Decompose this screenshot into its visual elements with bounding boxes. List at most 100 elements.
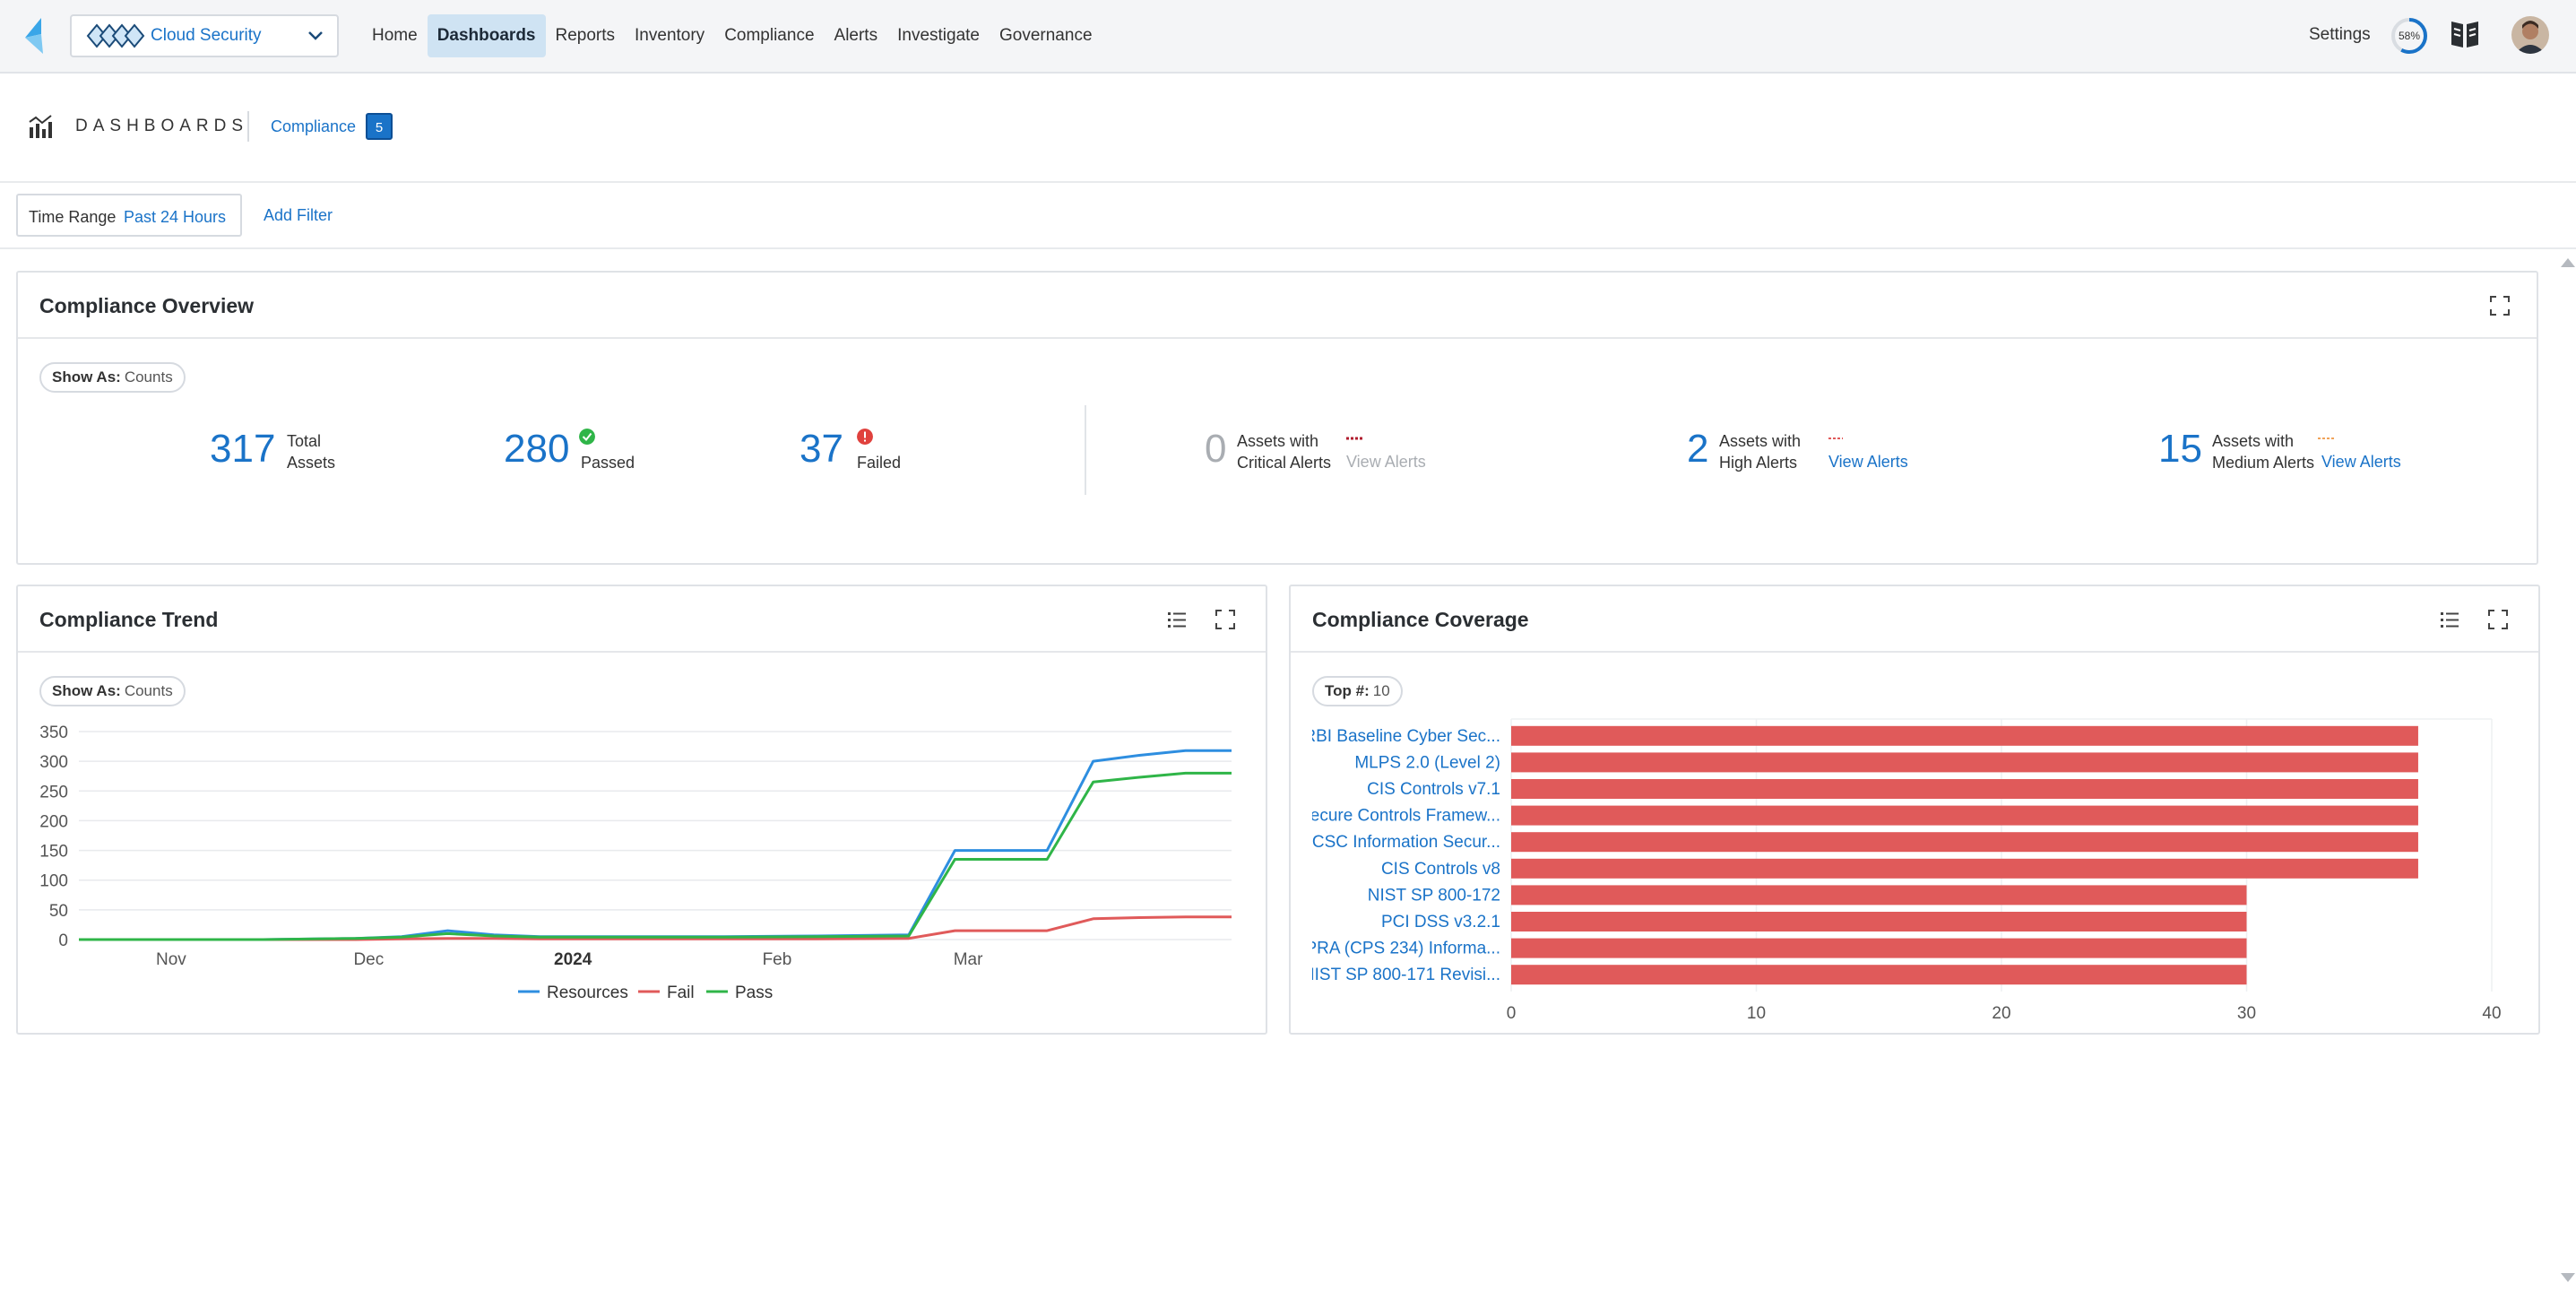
add-filter-link[interactable]: Add Filter [264,206,333,224]
y-tick-label: 0 [58,931,68,950]
category-label[interactable]: ecure Controls Framew... [1310,807,1500,826]
scroll-down-arrow-icon[interactable] [2561,1273,2575,1282]
top-n-value: 10 [1372,682,1390,699]
product-selector[interactable]: Cloud Security [70,14,339,57]
x-tick-label: 0 [1507,1004,1517,1023]
compliance-trend-chart[interactable]: 0 50 100 150 200 250 300 350 Nov Dec 2024 Feb Mar Res… [18,719,1255,1024]
list-view-icon[interactable] [2438,608,2461,631]
failed-label: Failed [857,454,902,472]
medium-view-alerts-link[interactable]: View Alerts [2321,453,2401,471]
y-tick-label: 200 [39,812,68,831]
x-tick-label: Mar [954,950,983,969]
dashboard-header: DASHBOARDS Compliance 5 [0,75,2576,183]
chevron-down-icon[interactable] [307,29,324,43]
avatar-icon [2511,16,2549,54]
category-label[interactable]: ‹CSC Information Secur... [1307,833,1500,852]
category-label[interactable]: PCI DSS v3.2.1 [1381,913,1500,931]
nav-reports[interactable]: Reports [555,26,616,45]
x-tick-label: 2024 [554,950,592,969]
time-range-filter[interactable]: Time Range Past 24 Hours [16,194,242,237]
top-n-selector[interactable]: Top #: 10 [1312,676,1403,706]
category-label[interactable]: CIS Controls v8 [1381,860,1500,879]
bar[interactable] [1511,938,2247,958]
book-icon[interactable] [2450,18,2480,50]
category-label[interactable]: CIS Controls v7.1 [1367,780,1500,799]
nav-compliance[interactable]: Compliance [724,26,815,45]
dashboard-chart-icon [29,115,52,138]
nav-investigate[interactable]: Investigate [897,26,980,45]
expand-icon[interactable] [1214,608,1237,631]
settings-link[interactable]: Settings [2309,25,2371,44]
expand-icon[interactable] [2488,294,2511,317]
show-as-value: Counts [124,368,173,386]
user-avatar[interactable] [2511,16,2549,54]
bar[interactable] [1511,752,2418,773]
category-label[interactable]: MLPS 2.0 (Level 2) [1354,753,1500,772]
brand-logo-icon[interactable] [20,16,56,56]
show-as-value: Counts [124,682,173,699]
list-view-icon[interactable] [1165,608,1189,631]
nav-governance[interactable]: Governance [999,26,1093,45]
y-tick-label: 300 [39,753,68,772]
show-as-label: Show As: [52,368,121,386]
critical-alerts-label: Assets with Critical Alerts [1237,430,1331,473]
panel-header: Compliance Overview [18,273,2537,339]
x-tick-label: 40 [2482,1004,2501,1023]
show-as-selector[interactable]: Show As: Counts [39,676,186,706]
total-assets-count[interactable]: 317 [210,427,276,471]
bar[interactable] [1511,805,2418,826]
critical-view-alerts-link[interactable]: View Alerts [1346,453,1426,471]
panel-title: Compliance Coverage [1312,608,1529,631]
y-tick-label: 50 [49,902,68,921]
legend-item-pass[interactable]: Pass [735,983,773,1002]
failed-count[interactable]: 37 [800,427,843,471]
bar[interactable] [1511,779,2418,799]
nav-inventory[interactable]: Inventory [635,26,705,45]
nav-dashboards[interactable]: Dashboards [427,14,546,57]
bar[interactable] [1511,858,2418,879]
dashboard-count-badge[interactable]: 5 [366,113,393,140]
category-label[interactable]: NIST SP 800-172 [1368,886,1500,905]
bar[interactable] [1511,885,2247,905]
x-tick-label: 20 [1992,1004,2010,1023]
total-label-line1: Total [287,432,322,450]
critical-alerts-count[interactable]: 0 [1205,427,1227,471]
bar[interactable] [1511,725,2418,746]
high-alerts-count[interactable]: 2 [1687,427,1709,471]
medium-sparkline [2318,438,2336,439]
category-label[interactable]: PRA (CPS 234) Informa... [1305,940,1500,958]
scroll-up-arrow-icon[interactable] [2561,258,2575,267]
high-view-alerts-link[interactable]: View Alerts [1828,453,1908,471]
nav-alerts[interactable]: Alerts [834,26,878,45]
high-label-line1: Assets with [1719,432,1802,450]
high-alerts-label: Assets with High Alerts [1719,430,1801,473]
bar[interactable] [1511,832,2418,853]
series-line-pass[interactable] [79,771,1232,941]
panel-title: Compliance Trend [39,608,219,631]
compliance-coverage-chart[interactable]: RBI Baseline Cyber Sec... MLPS 2.0 (Level… [1291,712,2537,1035]
legend-item-fail[interactable]: Fail [667,983,695,1002]
passed-count[interactable]: 280 [504,427,570,471]
progress-ring-icon [2391,18,2427,54]
bar[interactable] [1511,912,2247,931]
alert-circle-icon [857,429,873,445]
series-line-resources[interactable] [79,749,1232,941]
main-menu: Home Dashboards Reports Inventory Compli… [362,14,1102,57]
category-label[interactable]: NIST SP 800-171 Revisi... [1302,966,1500,984]
medium-label-line2: Medium Alerts [2212,454,2315,472]
time-range-label: Time Range [29,208,117,226]
nav-home[interactable]: Home [372,26,418,45]
bar[interactable] [1511,965,2247,985]
y-tick-label: 150 [39,843,68,862]
category-label[interactable]: RBI Baseline Cyber Sec... [1303,727,1500,746]
progress-indicator[interactable]: 58% [2390,16,2429,56]
breadcrumb-current[interactable]: Compliance [271,117,357,135]
show-as-selector[interactable]: Show As: Counts [39,362,186,393]
medium-alerts-count[interactable]: 15 [2158,427,2202,471]
panel-title: Compliance Overview [39,294,255,317]
label-clip-mask [1291,712,1312,992]
medium-label-line1: Assets with [2212,432,2295,450]
passed-label: Passed [581,454,635,472]
expand-icon[interactable] [2486,608,2510,631]
legend-item-resources[interactable]: Resources [547,983,628,1002]
